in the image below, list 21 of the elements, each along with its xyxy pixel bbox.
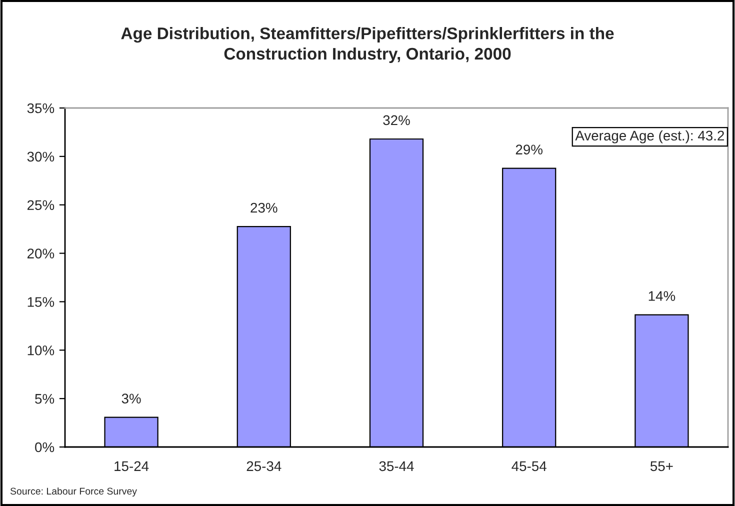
x-tick-label: 35-44 — [379, 461, 414, 472]
x-tick-label: 25-34 — [246, 461, 282, 472]
data-label: 32% — [383, 115, 410, 126]
y-tick-label: 20% — [27, 248, 54, 258]
y-tick-label: 35% — [27, 103, 54, 114]
y-tick-label: 25% — [27, 200, 54, 210]
data-label: 3% — [122, 394, 141, 404]
data-label: 29% — [516, 144, 543, 154]
data-label: 23% — [250, 202, 278, 213]
x-tick-label: 15-24 — [114, 461, 149, 472]
annotation: Average Age (est.): 43.2 — [575, 130, 724, 144]
y-tick-label: 30% — [27, 152, 54, 162]
source-note: Source: Labour Force Survey — [10, 487, 137, 497]
y-tick-label: 10% — [28, 345, 54, 356]
data-label: 14% — [648, 291, 676, 301]
chart-title: Age Distribution, Steamfitters/Pipefitters/Sprinklerfitters in the Construction Industry, Ontario, 2000 — [121, 27, 614, 63]
y-tick-label: 15% — [28, 297, 54, 307]
y-tick-label: 0% — [35, 442, 54, 452]
y-tick-label: 5% — [35, 394, 54, 404]
x-tick-label: 55+ — [650, 461, 673, 472]
x-tick-label: 45-54 — [512, 461, 546, 472]
